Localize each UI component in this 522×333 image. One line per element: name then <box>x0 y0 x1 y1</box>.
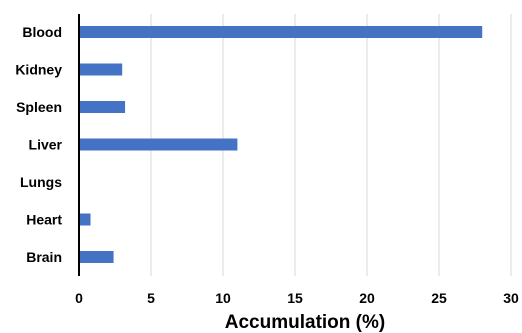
bars <box>79 26 483 263</box>
category-label-brain: Brain <box>26 249 62 265</box>
category-label-liver: Liver <box>29 137 63 153</box>
category-label-lungs: Lungs <box>20 174 62 190</box>
x-tick-label: 30 <box>503 290 519 306</box>
x-tick-labels: 0 5 10 15 20 25 30 <box>75 290 519 306</box>
x-tick-label: 10 <box>215 290 231 306</box>
category-label-blood: Blood <box>22 24 62 40</box>
x-tick-label: 0 <box>75 290 83 306</box>
x-tick-label: 15 <box>287 290 303 306</box>
bar-heart <box>79 213 91 226</box>
category-labels: Blood Kidney Spleen Liver Lungs Heart Brain <box>15 24 62 265</box>
bar-kidney <box>79 63 123 76</box>
bar-blood <box>79 26 483 38</box>
gridlines <box>150 14 512 276</box>
x-tick-label: 25 <box>431 290 447 306</box>
bar-brain <box>79 251 114 263</box>
category-label-spleen: Spleen <box>16 99 62 115</box>
category-label-heart: Heart <box>26 212 62 228</box>
category-label-kidney: Kidney <box>15 62 62 78</box>
bar-liver <box>79 138 238 151</box>
x-axis-title: Accumulation (%) <box>225 312 385 333</box>
x-tick-label: 20 <box>359 290 375 306</box>
x-tick-label: 5 <box>147 290 155 306</box>
bar-spleen <box>79 101 126 113</box>
